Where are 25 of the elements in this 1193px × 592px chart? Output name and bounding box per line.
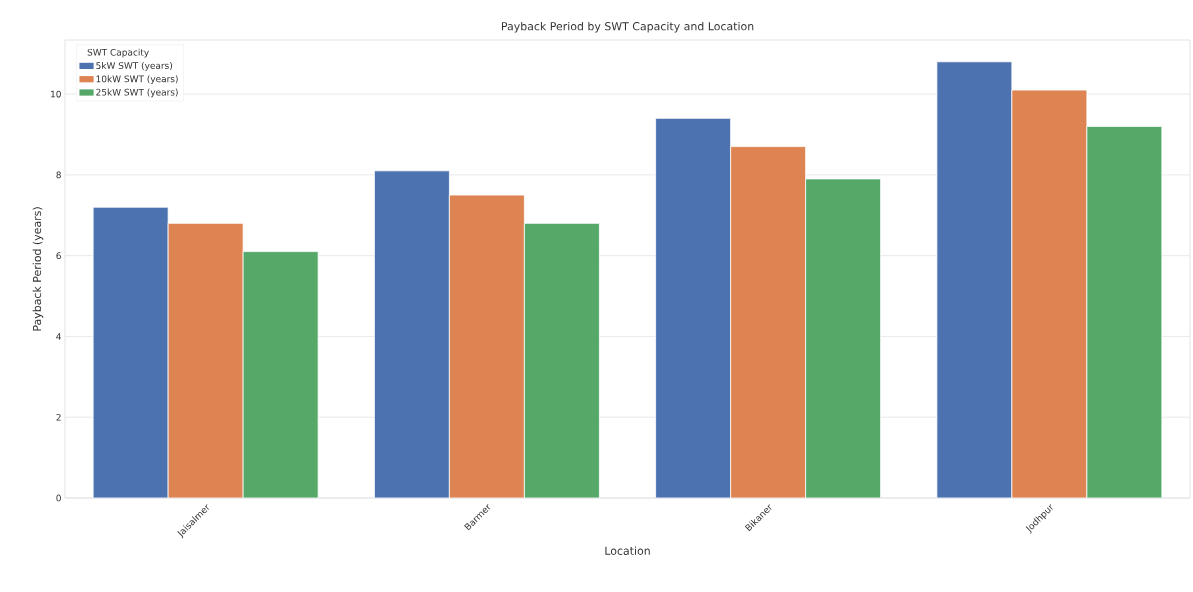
y-axis-title: Payback Period (years) [32,207,44,331]
y-tick-label: 10 [51,90,61,98]
bar [730,146,807,498]
bar [93,207,169,498]
legend-label: 10kW SWT (years) [96,75,178,84]
y-tick-label: 0 [56,494,61,502]
bar [448,194,525,498]
bar [936,61,1013,498]
bar [373,170,450,498]
legend-label: 5kW SWT (years) [96,62,173,71]
bar [523,222,600,498]
bar [1086,126,1163,498]
bar [168,223,244,498]
legend-title: SWT Capacity [87,48,149,58]
bar [243,251,319,498]
y-tick-label: 2 [56,413,61,421]
chart-title: Payback Period by SWT Capacity and Location [501,21,754,33]
y-tick-label: 4 [56,333,61,340]
legend-label: 25kW SWT (years) [96,88,178,98]
y-tick-label: 8 [56,171,61,179]
y-tick-label: 6 [56,252,61,260]
bar [655,117,732,498]
x-axis-title: Location [605,546,650,555]
bar [805,178,882,498]
bar [1011,89,1088,498]
